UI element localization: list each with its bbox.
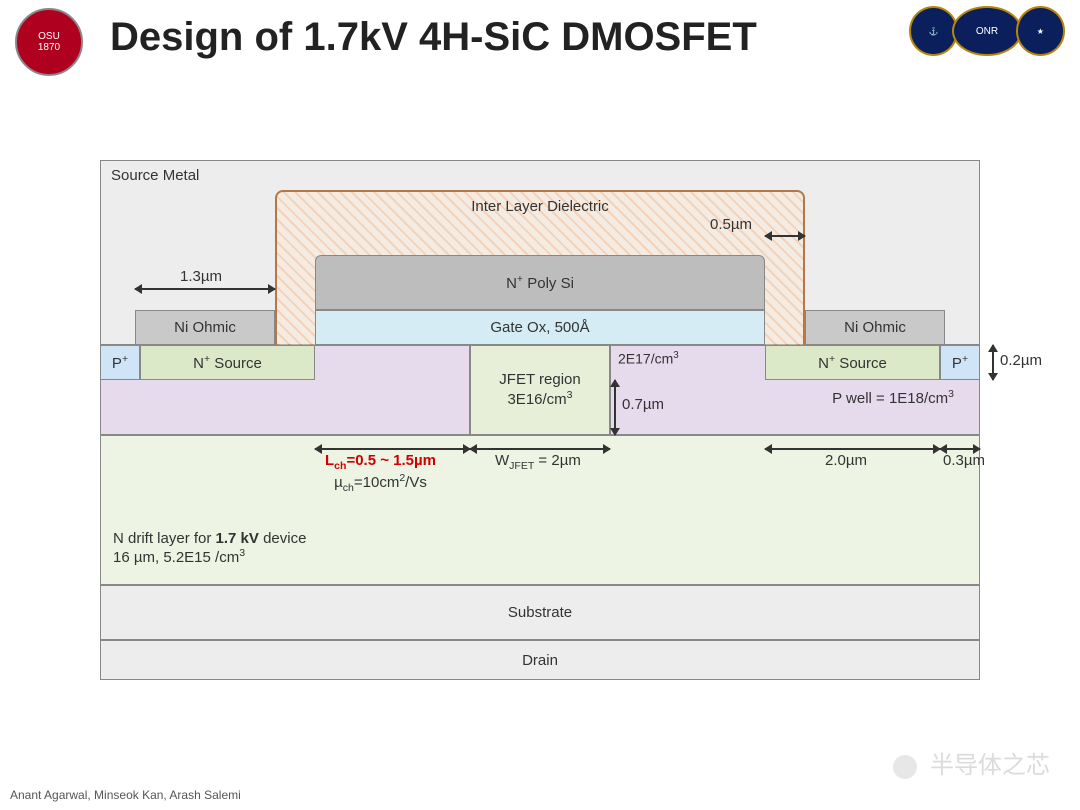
label-gateox: Gate Ox, 500Å: [490, 319, 589, 336]
region-niohmic-left: Ni Ohmic: [135, 310, 275, 345]
region-substrate: Substrate: [100, 585, 980, 640]
watermark: 半导体之芯: [893, 745, 1050, 780]
usmc-seal-icon: ★: [1016, 6, 1065, 56]
dim-2e17-label: 2E17/cm3: [618, 350, 679, 367]
region-pplus-left: P+: [100, 345, 140, 380]
label-pwell: P well = 1E18/cm3: [832, 388, 954, 407]
label-source-metal: Source Metal: [111, 167, 199, 184]
dim-lch-label: Lch=0.5 ~ 1.5µm µch=10cm2/Vs: [325, 452, 436, 494]
label-polysi: N+ Poly Si: [506, 273, 574, 292]
region-gateox: Gate Ox, 500Å: [315, 310, 765, 345]
dim-0-3um: [940, 448, 980, 450]
label-niohmic-r: Ni Ohmic: [844, 319, 906, 336]
dim-0-7um: [614, 380, 616, 435]
label-drain: Drain: [522, 652, 558, 669]
label-ndrift: N drift layer for 1.7 kV device16 µm, 5.…: [113, 530, 306, 566]
dim-2-0um: [765, 448, 940, 450]
label-dielectric: Inter Layer Dielectric: [471, 198, 609, 215]
dim-1-3um-label: 1.3µm: [180, 268, 222, 285]
dim-wjfet-label: WJFET = 2µm: [495, 452, 581, 472]
region-niohmic-right: Ni Ohmic: [805, 310, 945, 345]
navy-seal-icon: ⚓: [909, 6, 958, 56]
region-nsource-right: N+ Source: [765, 345, 940, 380]
label-substrate: Substrate: [508, 604, 572, 621]
osu-logo: OSU1870: [15, 8, 83, 76]
dim-0-5um-label: 0.5µm: [710, 216, 752, 233]
label-nsource-r: N+ Source: [818, 353, 887, 372]
dim-1-3um: [135, 288, 275, 290]
region-drain: Drain: [100, 640, 980, 680]
dim-wjfet: [470, 448, 610, 450]
dim-0-2um: [992, 345, 994, 380]
dim-0-5um: [765, 235, 805, 237]
dim-0-7um-label: 0.7µm: [622, 396, 664, 413]
dim-0-2um-label: 0.2µm: [1000, 352, 1042, 369]
footer-authors: Anant Agarwal, Minseok Kan, Arash Salemi: [10, 788, 241, 802]
label-nsource-l: N+ Source: [193, 353, 262, 372]
region-pplus-right: P+: [940, 345, 980, 380]
region-polysi: N+ Poly Si: [315, 255, 765, 310]
label-pplus-l: P+: [112, 353, 128, 372]
label-pplus-r: P+: [952, 353, 968, 372]
region-nsource-left: N+ Source: [140, 345, 315, 380]
label-jfet: JFET region3E16/cm3: [499, 371, 580, 409]
label-niohmic-l: Ni Ohmic: [174, 319, 236, 336]
dim-0-3um-label: 0.3µm: [943, 452, 985, 469]
page-title: Design of 1.7kV 4H-SiC DMOSFET: [110, 15, 757, 60]
dmosfet-cross-section: Source Metal P well = 1E18/cm3 JFET regi…: [100, 160, 980, 690]
onr-badge-icon: ONR: [952, 6, 1021, 56]
region-jfet: JFET region3E16/cm3: [470, 345, 610, 435]
onr-logo: ⚓ ONR ★: [915, 6, 1065, 68]
dim-2-0um-label: 2.0µm: [825, 452, 867, 469]
dim-lch: [315, 448, 470, 450]
